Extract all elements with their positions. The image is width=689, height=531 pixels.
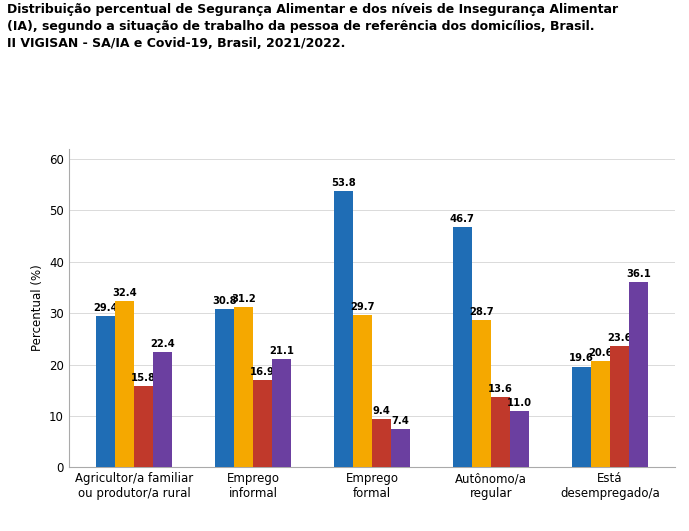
Text: 46.7: 46.7 — [450, 214, 475, 224]
Text: 28.7: 28.7 — [469, 307, 494, 316]
Bar — [510, 411, 529, 467]
Text: 20.6: 20.6 — [588, 348, 613, 358]
Text: 15.8: 15.8 — [132, 373, 156, 383]
Text: Distribuição percentual de Segurança Alimentar e dos níveis de Insegurança Alime: Distribuição percentual de Segurança Ali… — [7, 3, 618, 50]
Bar — [115, 301, 134, 467]
Text: 29.7: 29.7 — [350, 302, 375, 312]
Bar — [629, 282, 648, 467]
Text: 32.4: 32.4 — [112, 288, 137, 298]
Text: 7.4: 7.4 — [391, 416, 409, 426]
Bar — [334, 191, 353, 467]
Text: 21.1: 21.1 — [269, 346, 294, 356]
Text: 13.6: 13.6 — [488, 384, 513, 395]
Text: 11.0: 11.0 — [507, 398, 532, 408]
Bar — [391, 429, 410, 467]
Text: 16.9: 16.9 — [250, 367, 275, 378]
Bar — [253, 380, 272, 467]
Text: 22.4: 22.4 — [150, 339, 175, 349]
Bar — [272, 359, 291, 467]
Bar — [372, 419, 391, 467]
Bar — [572, 366, 590, 467]
Bar — [134, 386, 154, 467]
Bar — [590, 362, 610, 467]
Y-axis label: Percentual (%): Percentual (%) — [30, 264, 43, 352]
Bar — [472, 320, 491, 467]
Text: 31.2: 31.2 — [232, 294, 256, 304]
Text: 36.1: 36.1 — [626, 269, 651, 279]
Text: 23.6: 23.6 — [607, 333, 632, 343]
Bar — [154, 352, 172, 467]
Bar — [491, 397, 510, 467]
Text: 29.4: 29.4 — [94, 303, 118, 313]
Text: 19.6: 19.6 — [569, 354, 594, 364]
Text: 9.4: 9.4 — [373, 406, 391, 416]
Bar — [234, 307, 253, 467]
Bar — [353, 315, 372, 467]
Bar — [453, 227, 472, 467]
Bar — [610, 346, 629, 467]
Bar — [215, 309, 234, 467]
Text: 30.8: 30.8 — [212, 296, 237, 306]
Bar — [96, 316, 115, 467]
Text: 53.8: 53.8 — [331, 178, 356, 188]
